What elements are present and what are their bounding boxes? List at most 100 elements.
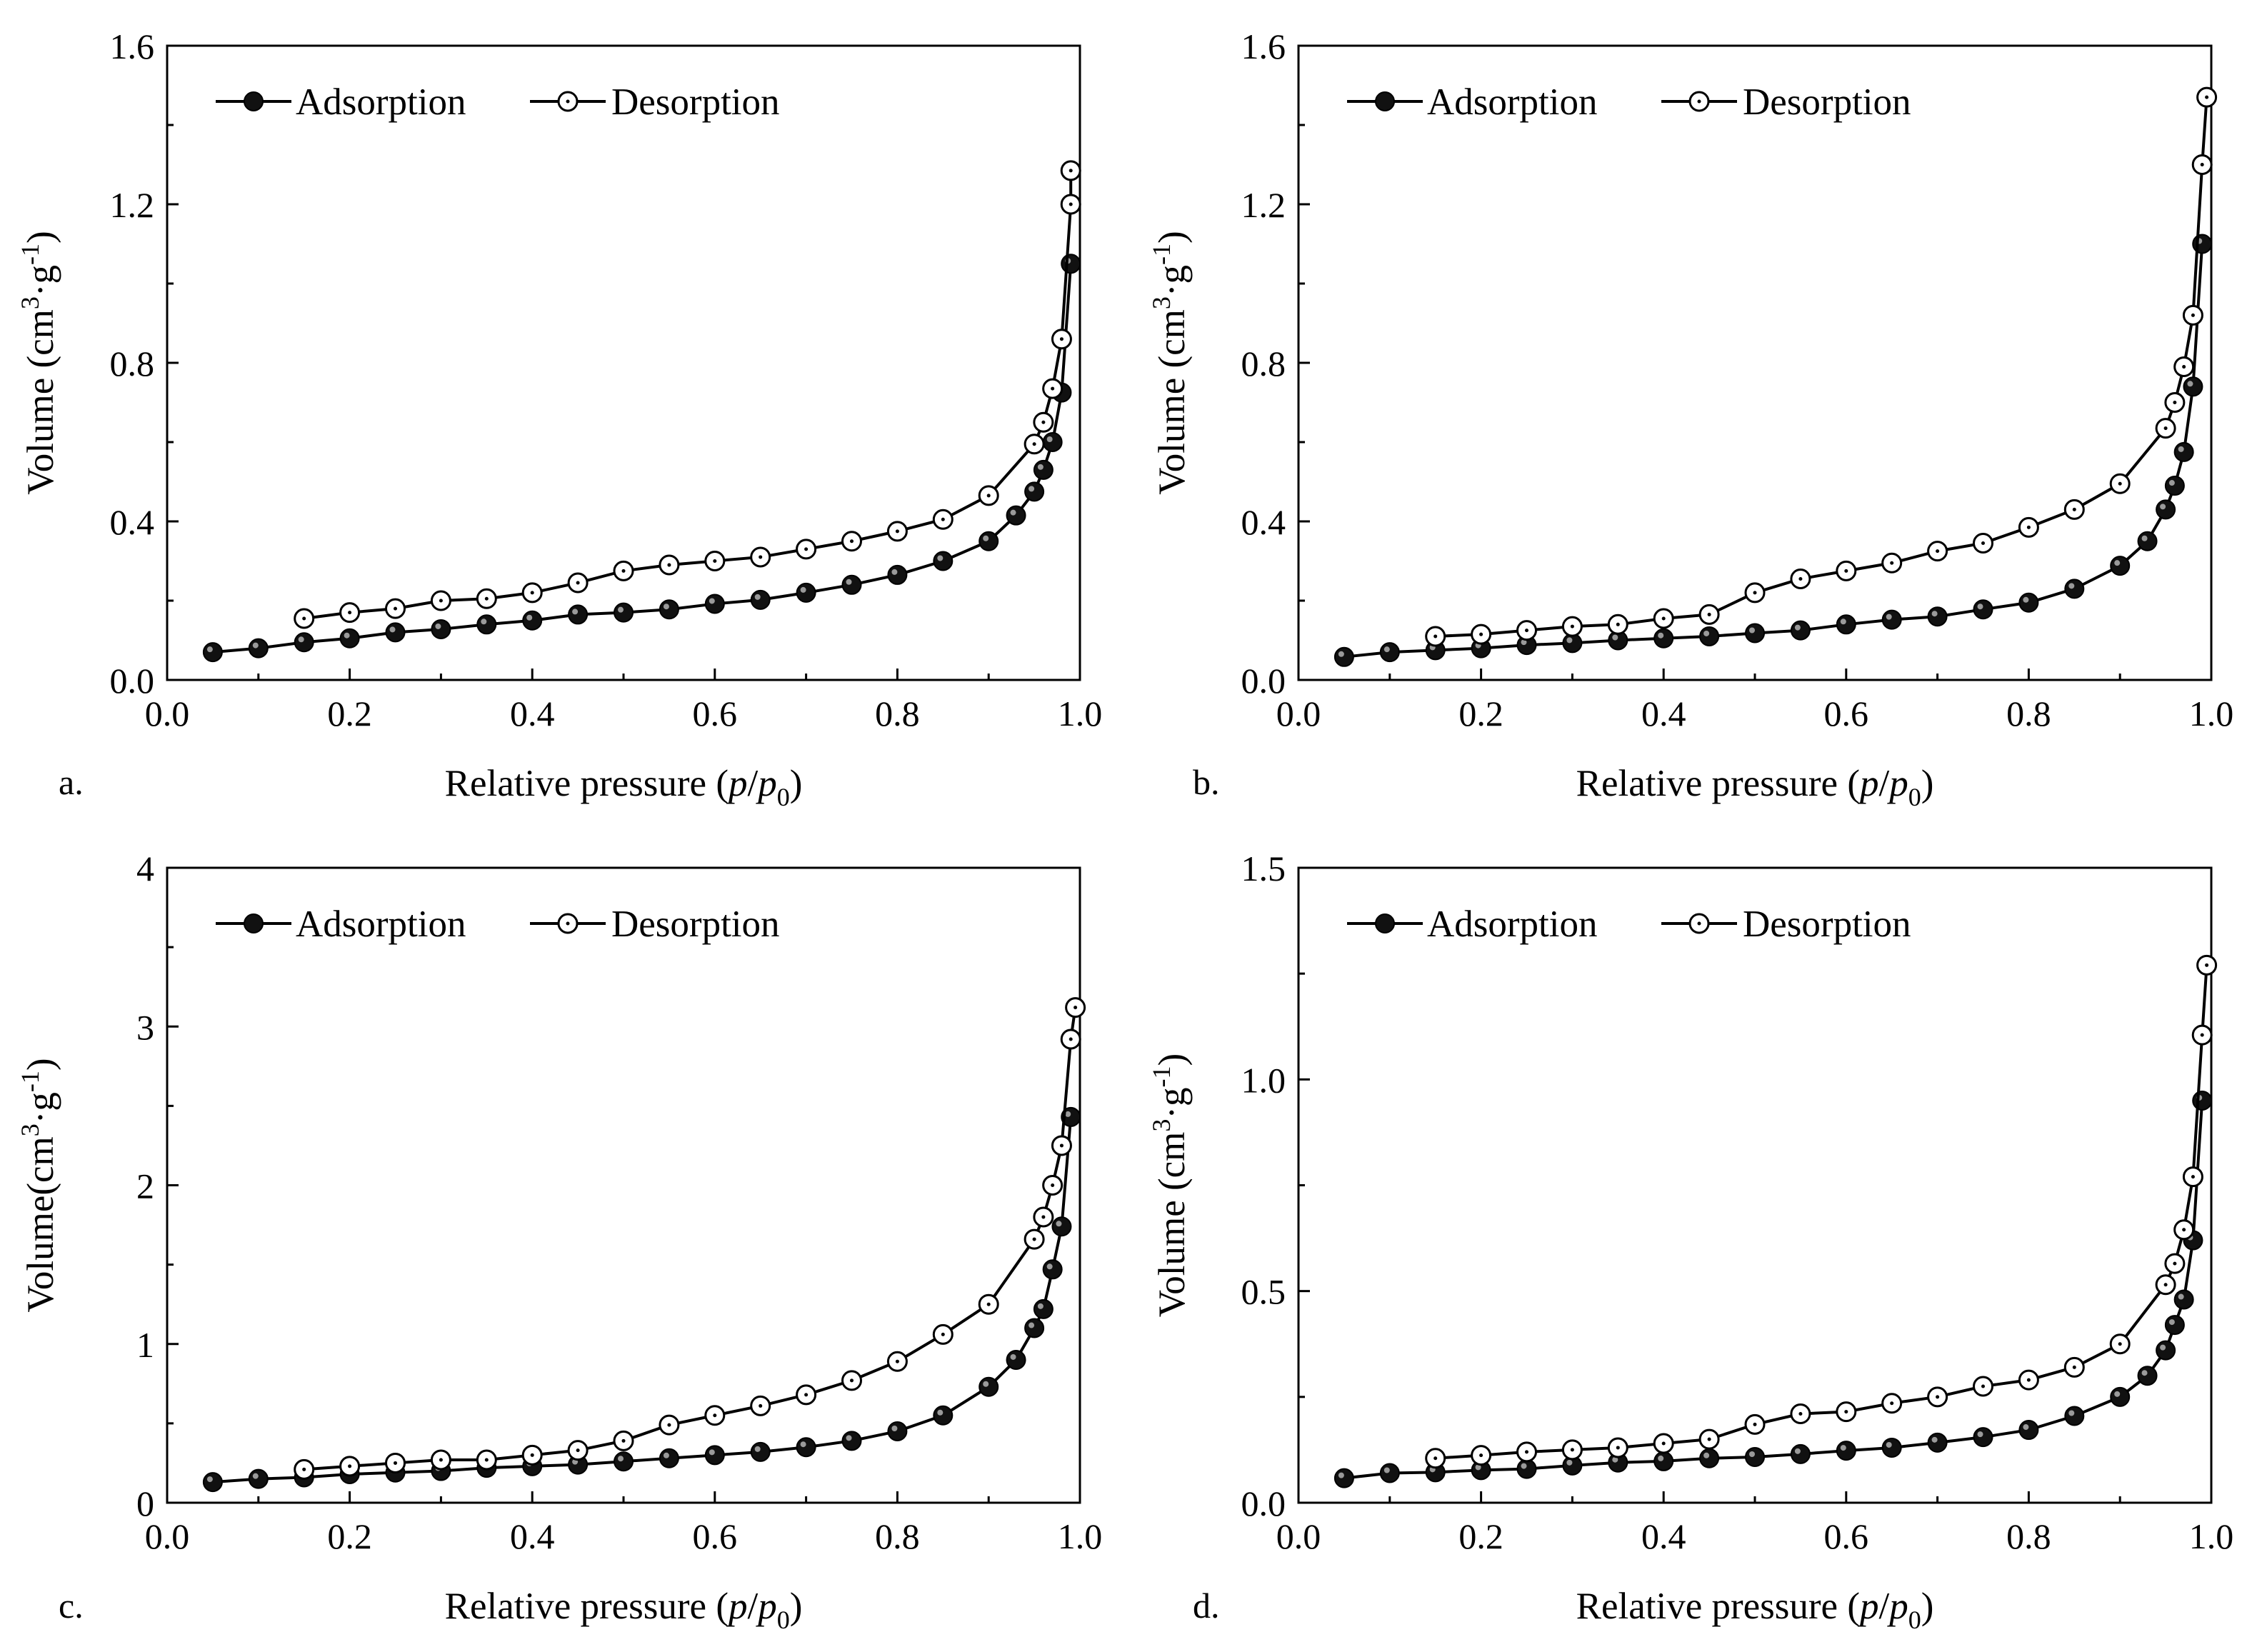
panel-label: d. — [1193, 1586, 1220, 1626]
legend-adsorption-label: Adsorption — [1427, 903, 1598, 945]
marker-dot — [667, 563, 671, 567]
adsorption-point — [659, 1448, 679, 1468]
marker-highlight — [1010, 1353, 1016, 1360]
marker-highlight — [252, 1473, 259, 1479]
marker-dot — [2173, 1261, 2177, 1266]
marker-dot — [1798, 1412, 1803, 1416]
chart-panel-d: 0.0 0.2 0.4 0.6 0.8 1.0 0.0 0.5 1.0 1.5 Relative p… — [1147, 848, 2233, 1634]
desorption-line — [304, 1007, 1077, 1471]
marker-dot — [484, 1458, 489, 1462]
x-tick-label: 0.6 — [693, 694, 738, 734]
marker-highlight — [2114, 560, 2121, 566]
adsorption-point — [704, 1445, 725, 1466]
marker-dot — [302, 1467, 306, 1471]
adsorption-point — [2173, 1289, 2194, 1310]
x-tick-label: 0.2 — [327, 694, 372, 734]
adsorption-point — [1006, 505, 1026, 526]
marker-dot — [1041, 1215, 1046, 1219]
x-axis-label: Relative pressure (p/p0) — [445, 1586, 803, 1634]
adsorption-point — [887, 1421, 908, 1441]
y-tick-label: 4 — [136, 848, 154, 888]
y-tick-label: 1 — [136, 1325, 154, 1365]
marker-dot — [348, 611, 352, 615]
adsorption-point — [2018, 1420, 2039, 1441]
adsorption-point — [1790, 1443, 1811, 1464]
marker-highlight — [2168, 480, 2175, 486]
marker-highlight — [618, 606, 624, 613]
marker-highlight — [937, 1409, 944, 1416]
marker-highlight — [1056, 1221, 1062, 1227]
marker-highlight — [1037, 464, 1044, 470]
marker-highlight — [481, 619, 487, 625]
adsorption-point — [704, 594, 725, 614]
adsorption-point — [248, 638, 269, 659]
adsorption-point — [750, 1441, 771, 1462]
adsorption-point — [1745, 623, 1765, 644]
adsorption-point — [2164, 1315, 2185, 1336]
marker-highlight — [754, 594, 761, 600]
legend-desorption-label: Desorption — [1743, 903, 1911, 945]
marker-highlight — [1037, 1303, 1044, 1309]
legend-desorption-label: Desorption — [1743, 81, 1911, 123]
x-tick-label: 0.6 — [1824, 1516, 1869, 1556]
series-adsorption — [1333, 1090, 2213, 1488]
x-tick-label: 0.4 — [1641, 694, 1686, 734]
marker-dot — [1844, 569, 1848, 573]
adsorption-point — [979, 1376, 999, 1397]
legend-desorption-label: Desorption — [611, 903, 780, 945]
marker-highlight — [1029, 1322, 1035, 1328]
marker-dot — [2072, 507, 2076, 511]
marker-dot — [2200, 163, 2204, 166]
adsorption-point — [2156, 1340, 2176, 1361]
marker-dot — [1890, 1401, 1894, 1406]
marker-dot — [530, 591, 534, 595]
marker-dot — [621, 1438, 626, 1443]
marker-dot — [1433, 634, 1438, 639]
marker-dot — [667, 1423, 671, 1427]
legend-adsorption-label: Adsorption — [1427, 81, 1598, 123]
marker-highlight — [206, 1476, 213, 1483]
legend: Adsorption Desorption — [1347, 81, 1911, 123]
adsorption-point — [2192, 1090, 2213, 1111]
marker-highlight — [1029, 486, 1035, 492]
adsorption-point — [202, 642, 223, 663]
marker-highlight — [2114, 1391, 2121, 1397]
marker-highlight — [2141, 1370, 2148, 1376]
adsorption-point — [933, 551, 954, 571]
marker-dot — [484, 596, 489, 601]
marker-highlight — [2023, 1424, 2029, 1431]
adsorption-point — [339, 628, 360, 649]
x-tick-label: 0.4 — [1641, 1516, 1686, 1556]
series-adsorption — [202, 254, 1081, 663]
marker-dot — [2118, 1342, 2122, 1346]
y-tick-label: 1.2 — [1241, 185, 1286, 225]
legend-adsorption-marker — [244, 91, 264, 111]
marker-highlight — [1065, 1111, 1071, 1117]
marker-highlight — [1521, 1463, 1527, 1469]
y-tick-label: 0.4 — [110, 502, 155, 542]
marker-dot — [1051, 386, 1055, 391]
adsorption-point — [750, 589, 771, 610]
adsorption-line — [212, 1116, 1073, 1484]
x-tick-label: 1.0 — [2189, 694, 2234, 734]
adsorption-point — [431, 619, 451, 639]
marker-dot — [1059, 337, 1064, 341]
marker-dot — [2182, 365, 2186, 369]
adsorption-point — [614, 1451, 634, 1472]
marker-dot — [1798, 576, 1803, 581]
plot-frame — [166, 44, 1081, 681]
marker-highlight — [1703, 1452, 1710, 1458]
chart-panel-b: 0.0 0.2 0.4 0.6 0.8 1.0 0.0 0.4 0.8 1.2 1.6 Relativ… — [1147, 26, 2233, 811]
marker-highlight — [1977, 1431, 1983, 1438]
marker-highlight — [1886, 1441, 1892, 1448]
marker-dot — [1074, 1006, 1078, 1010]
marker-dot — [1479, 1453, 1483, 1458]
adsorption-point — [2183, 376, 2203, 397]
panel-label: a. — [59, 762, 84, 802]
marker-dot — [713, 1413, 717, 1418]
marker-highlight — [2141, 535, 2148, 541]
x-tick-label: 0.2 — [327, 1516, 372, 1556]
adsorption-point — [841, 1431, 862, 1451]
legend-desorption-dot — [566, 921, 570, 926]
marker-highlight — [1566, 637, 1573, 644]
